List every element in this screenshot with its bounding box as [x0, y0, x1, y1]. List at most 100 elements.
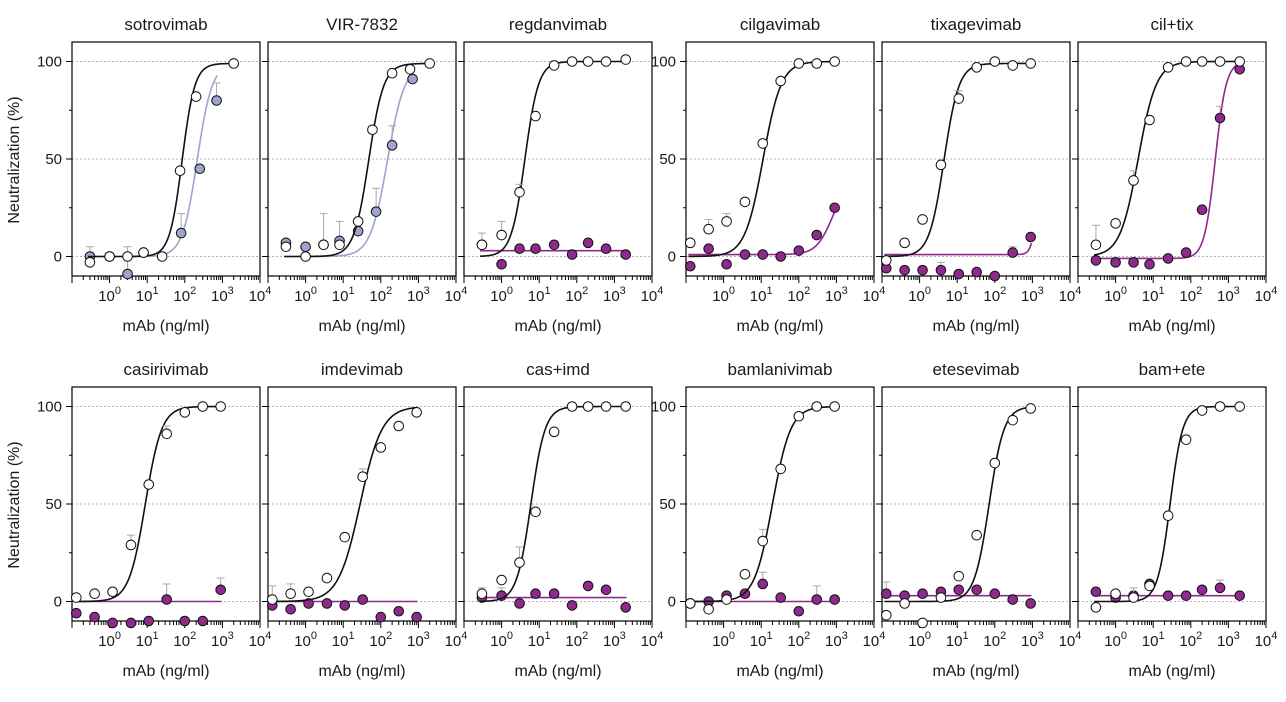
x-tick-label: 102 — [369, 285, 392, 305]
x-tick-label: 102 — [173, 285, 196, 305]
y-tick-label: 0 — [668, 594, 676, 611]
x-tick-label: 100 — [1104, 630, 1127, 650]
data-point — [1214, 401, 1226, 412]
data-point — [161, 594, 172, 605]
data-point — [1128, 175, 1139, 186]
data-point — [84, 257, 96, 268]
x-tick-label: 100 — [490, 630, 513, 650]
data-point — [476, 588, 488, 600]
x-tick-label: 102 — [1179, 630, 1202, 650]
data-point — [899, 264, 910, 276]
data-point — [143, 479, 155, 490]
x-tick-label: 101 — [528, 630, 551, 650]
data-point — [1162, 590, 1174, 601]
x-tick-label: 102 — [369, 630, 392, 650]
x-tick-label: 102 — [787, 285, 810, 305]
data-point — [1214, 582, 1226, 594]
panel-title: etesevimab — [933, 360, 1020, 379]
panel-title: cilgavimab — [740, 15, 820, 34]
panel-bam-ete: 100 101 102 103 104 bam+ete mAb (ng/ml) — [1072, 360, 1277, 680]
data-point — [1110, 588, 1121, 600]
data-point — [721, 259, 732, 270]
x-tick-label: 100 — [908, 285, 931, 305]
x-tick-label: 104 — [1255, 285, 1278, 305]
data-point — [721, 216, 732, 227]
data-point — [971, 584, 982, 596]
data-point — [971, 266, 982, 278]
data-point — [548, 426, 560, 438]
data-point — [1007, 60, 1019, 71]
data-point — [953, 584, 965, 596]
data-point — [122, 251, 133, 262]
x-tick-label: 104 — [445, 285, 468, 305]
data-point — [107, 586, 118, 598]
y-tick-label: 50 — [659, 496, 676, 513]
x-axis-label: mAb (ng/ml) — [736, 318, 823, 335]
data-point — [917, 214, 928, 225]
data-point — [514, 598, 525, 609]
x-tick-label: 101 — [136, 285, 159, 305]
data-point — [70, 607, 82, 619]
data-point — [1180, 434, 1192, 445]
data-point — [89, 588, 100, 600]
x-tick-label: 102 — [983, 285, 1006, 305]
data-point — [122, 268, 133, 280]
data-point — [386, 67, 398, 79]
x-tick-label: 104 — [249, 630, 272, 650]
data-point — [1025, 403, 1036, 414]
data-point — [1025, 231, 1036, 243]
x-axis-label: mAb (ng/ml) — [932, 318, 1019, 335]
data-point — [514, 557, 525, 568]
series-reference — [684, 401, 840, 615]
data-point — [1180, 590, 1192, 601]
panel-title: imdevimab — [321, 360, 403, 379]
data-point — [684, 237, 696, 249]
data-point — [1144, 580, 1155, 592]
x-tick-label: 103 — [1021, 630, 1044, 650]
x-tick-label: 104 — [641, 630, 664, 650]
data-point — [971, 529, 982, 541]
data-point — [386, 140, 398, 151]
x-tick-label: 103 — [603, 630, 626, 650]
y-tick-label: 0 — [54, 594, 62, 611]
y-tick-label: 50 — [45, 496, 62, 513]
data-point — [228, 58, 240, 69]
data-point — [530, 588, 541, 600]
data-point — [280, 241, 292, 253]
data-point — [829, 401, 840, 412]
panel-title: cil+tix — [1151, 15, 1194, 34]
x-tick-label: 103 — [825, 630, 848, 650]
data-point — [600, 56, 612, 67]
x-tick-label: 100 — [712, 285, 735, 305]
x-tick-label: 101 — [946, 630, 969, 650]
panel-cil-tix: 100 101 102 103 104 cil+tix mAb (ng/ml) — [1072, 15, 1277, 335]
series-reference — [1090, 56, 1246, 256]
data-point — [530, 506, 541, 518]
fit-curve — [270, 406, 418, 603]
data-point — [266, 594, 278, 605]
data-point — [1128, 592, 1139, 603]
y-tick-label: 0 — [668, 249, 676, 266]
fit-curve — [284, 72, 414, 258]
data-point — [566, 56, 578, 67]
data-point — [757, 249, 769, 260]
data-point — [496, 229, 507, 241]
data-point — [1025, 598, 1036, 609]
data-point — [1196, 56, 1208, 67]
data-point — [1025, 58, 1036, 69]
y-axis-label-bottom: Neutralization (%) — [6, 441, 23, 568]
x-tick-label: 100 — [98, 285, 121, 305]
data-point — [757, 138, 769, 149]
data-point — [1090, 239, 1102, 251]
data-point — [880, 255, 892, 266]
x-tick-label: 101 — [750, 630, 773, 650]
series-reference — [280, 58, 436, 262]
data-point — [600, 243, 612, 254]
data-point — [303, 586, 314, 598]
series-reference — [880, 403, 1036, 629]
series-variant — [880, 581, 1036, 609]
series-reference — [84, 58, 240, 268]
x-tick-label: 101 — [946, 285, 969, 305]
x-axis-label: mAb (ng/ml) — [122, 318, 209, 335]
